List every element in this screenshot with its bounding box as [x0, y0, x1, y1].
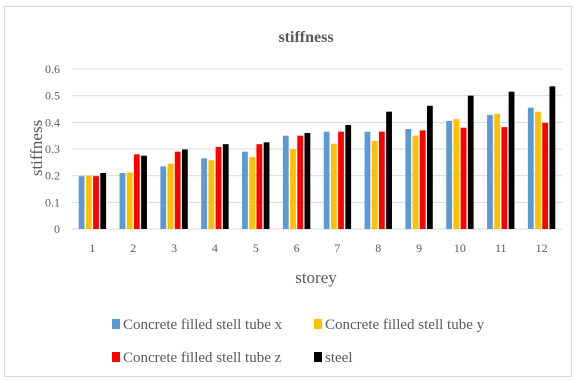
grid-lines: [72, 68, 562, 230]
bar-4-storey-1: [100, 173, 107, 229]
bar-3-storey-12: [542, 122, 549, 229]
y-tick-label: 0.1: [45, 195, 60, 209]
bar-1-storey-6: [282, 135, 289, 229]
bar-1-storey-3: [160, 166, 167, 229]
x-tick-label: 2: [130, 241, 136, 255]
y-tick-label: 0.3: [45, 142, 60, 156]
bar-3-storey-4: [215, 146, 222, 229]
bar-1-storey-10: [446, 121, 453, 229]
bar-2-storey-11: [494, 113, 501, 229]
bar-2-storey-8: [371, 141, 378, 229]
bar-2-storey-1: [85, 175, 92, 229]
x-axis-label: storey: [295, 268, 337, 287]
bar-2-storey-4: [208, 160, 215, 229]
bar-3-storey-2: [133, 154, 140, 229]
legend-label: steel: [325, 350, 353, 366]
legend-swatch: [112, 352, 120, 362]
x-tick-label: 8: [375, 241, 381, 255]
bar-4-storey-6: [304, 133, 311, 229]
x-tick-label: 3: [171, 241, 177, 255]
bar-2-storey-9: [412, 135, 419, 229]
y-tick-label: 0.2: [45, 169, 60, 183]
x-tick-label: 10: [454, 241, 466, 255]
y-tick-label: 0.4: [45, 115, 60, 129]
bar-2-storey-7: [330, 143, 337, 229]
bar-4-storey-8: [386, 111, 392, 229]
bar-1-storey-7: [323, 131, 330, 229]
x-tick-label: 7: [334, 241, 340, 255]
bar-3-storey-8: [378, 131, 385, 229]
y-tick-label: 0.6: [45, 62, 60, 76]
legend-label: Concrete filled stell tube z: [123, 350, 282, 366]
bar-1-storey-9: [405, 129, 412, 229]
bar-4-storey-5: [263, 142, 270, 229]
y-tick-label: 0: [54, 222, 60, 236]
bar-2-storey-5: [249, 157, 256, 229]
x-tick-label: 11: [495, 241, 507, 255]
bar-3-storey-1: [93, 176, 99, 229]
x-tick-label: 1: [89, 241, 95, 255]
y-tick-label: 0.5: [45, 89, 60, 103]
bar-1-storey-12: [527, 107, 534, 229]
x-tick-label: 9: [416, 241, 422, 255]
x-tick-label: 6: [294, 241, 300, 255]
bar-2-storey-10: [453, 119, 460, 229]
bar-3-storey-9: [419, 130, 426, 229]
chart-title: stiffness: [278, 29, 333, 46]
legend-label: Concrete filled stell tube y: [325, 317, 485, 333]
bar-3-storey-5: [256, 144, 263, 229]
y-axis-label: stiffness: [27, 120, 46, 176]
bar-2-storey-3: [167, 163, 174, 229]
bar-2-storey-2: [126, 172, 133, 229]
bar-2-storey-12: [535, 111, 541, 229]
bar-4-storey-4: [222, 144, 229, 229]
bar-4-storey-7: [345, 125, 352, 229]
bar-4-storey-9: [426, 105, 433, 229]
x-tick-label: 5: [253, 241, 259, 255]
bar-4-storey-3: [181, 149, 188, 229]
legend-swatch: [314, 352, 322, 362]
bar-4-storey-10: [467, 95, 474, 230]
bar-1-storey-5: [242, 151, 248, 229]
bar-1-storey-11: [487, 114, 493, 229]
bar-3-storey-6: [297, 135, 304, 229]
x-tick-label: 12: [536, 241, 548, 255]
bar-3-storey-7: [338, 131, 344, 229]
bar-1-storey-4: [201, 158, 208, 229]
bar-4-storey-2: [141, 155, 147, 229]
bar-4-storey-12: [549, 86, 556, 229]
legend-label: Concrete filled stell tube x: [123, 317, 283, 333]
legend: Concrete filled stell tube x Concrete fil…: [112, 317, 485, 366]
bars: [78, 86, 556, 230]
y-tick-labels: 0 0.1 0.2 0.3 0.4 0.5 0.6: [45, 62, 60, 236]
bar-2-storey-6: [290, 149, 296, 229]
x-tick-label: 4: [212, 241, 218, 255]
bar-1-storey-1: [78, 176, 85, 229]
bar-1-storey-2: [119, 173, 126, 229]
legend-swatch: [314, 319, 322, 329]
bar-3-storey-11: [501, 127, 508, 229]
bar-1-storey-8: [364, 131, 371, 229]
bar-3-storey-3: [174, 151, 181, 229]
x-tick-labels: 1 2 3 4 5 6 7 8 9 10 11 12: [89, 241, 547, 255]
bar-3-storey-10: [460, 127, 467, 229]
bar-4-storey-11: [508, 91, 515, 230]
legend-swatch: [112, 319, 120, 329]
